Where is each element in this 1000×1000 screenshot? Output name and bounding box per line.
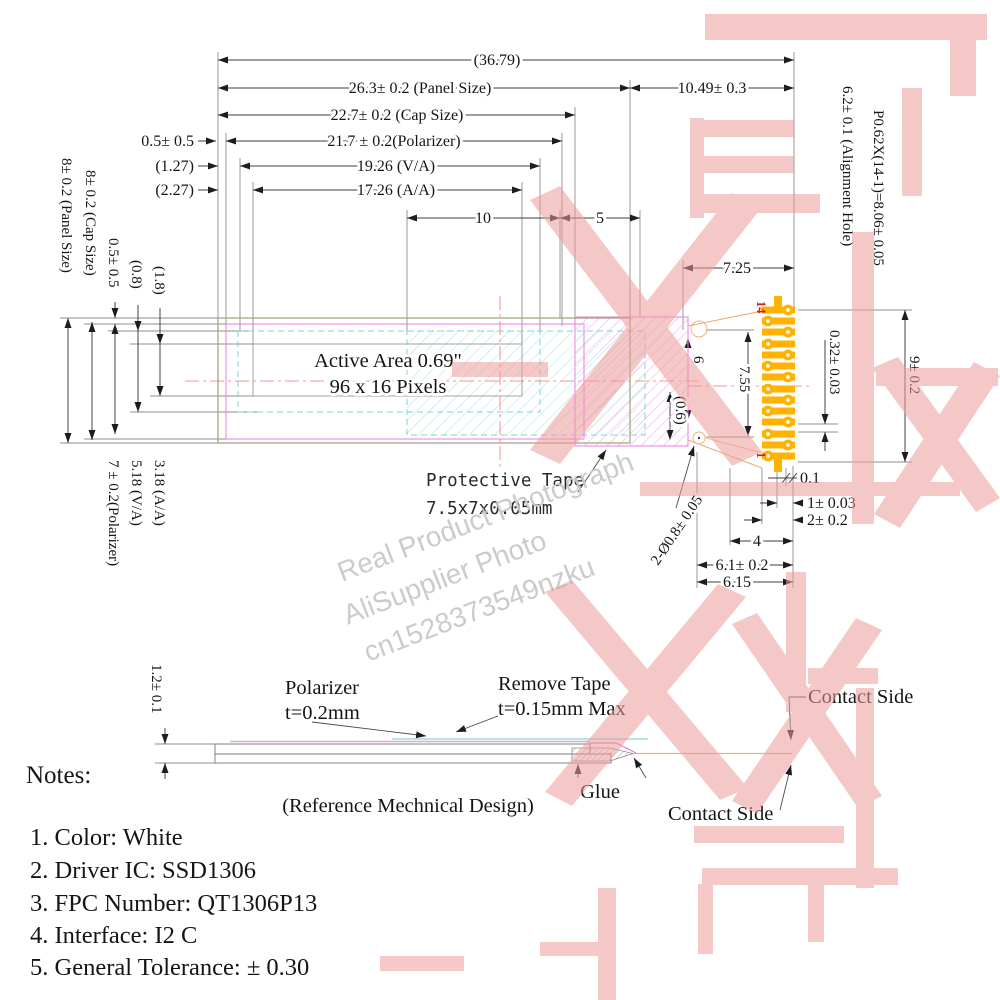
glue-label: Glue <box>580 781 620 803</box>
note-item-4: 4. Interface: I2 C <box>30 922 197 949</box>
note-item-5: 5. General Tolerance: ± 0.30 <box>30 954 309 981</box>
dim-overall-width: (36.79) <box>474 52 521 69</box>
panel-outline <box>217 317 631 444</box>
dim-08: (0.8) <box>128 260 144 289</box>
note-item-3: 3. FPC Number: QT1306P13 <box>30 890 317 917</box>
connector-pins <box>762 296 795 472</box>
glass-bottom-layer <box>214 753 612 764</box>
dim-panel-height: 8± 0.2 (Panel Size) <box>58 158 74 273</box>
dim-61: 6.1± 0.2 <box>716 557 769 574</box>
dim-cap-height: 8± 0.2 (Cap Size) <box>82 170 98 276</box>
dim-offset-127: (1.27) <box>155 158 194 175</box>
protective-tape-note: Protective Tape 7.5x7x0.05mm <box>426 449 607 519</box>
tape-note-line1: Protective Tape <box>426 471 584 491</box>
dim-aa-height: 3.18 (A/A) <box>151 460 167 526</box>
dim-thickness: 1.2± 0.1 <box>148 664 164 713</box>
alignment-hole-top <box>690 320 708 338</box>
hole-leader <box>675 445 695 509</box>
glass-top-layer <box>214 743 591 755</box>
alignment-hole-bottom <box>692 431 706 445</box>
dim-va-width: 19.26 (V/A) <box>357 158 435 175</box>
pin-1-label: 1 <box>754 452 768 458</box>
dim-offset-227: (2.27) <box>155 182 194 199</box>
dim-offset-left: 0.5± 0.5 <box>105 238 121 287</box>
notes-section: Notes: 1. Color: White 2. Driver IC: SSD… <box>26 762 317 981</box>
tape-note-line2: 7.5x7x0.05mm <box>426 499 552 519</box>
polarizer-label-line2: t=0.2mm <box>285 702 360 724</box>
polarizer-label-line1: Polarizer <box>285 677 359 699</box>
dim-offset-top: 0.5± 0.5 <box>141 133 194 150</box>
dim-103: 1± 0.03 <box>807 495 856 512</box>
dim-18: (1.8) <box>151 266 167 295</box>
dim-polarizer-height: 7 ± 0.2(Polarizer) <box>105 460 121 566</box>
dim-tail-width: 10.49± 0.3 <box>678 80 747 97</box>
dim-755: 7.55 <box>736 366 752 392</box>
red-stamp-watermark <box>380 14 1000 1000</box>
remove-tape-label-line2: t=0.15mm Max <box>498 698 626 720</box>
pixel-count-label: 96 x 16 Pixels <box>330 376 447 398</box>
dim-10: 10 <box>475 210 491 227</box>
dim-725: 7.25 <box>723 260 751 277</box>
note-item-1: 1. Color: White <box>30 824 183 851</box>
dim-alignment-hole: 6.2± 0.1 (Alignment Hole) <box>839 86 855 246</box>
dim-aa-width: 17.26 (A/A) <box>357 182 435 199</box>
dim-4: 4 <box>753 533 761 550</box>
dim-202: 2± 0.2 <box>807 512 848 529</box>
dim-polarizer-width: 21.7 ± 0.2(Polarizer) <box>327 133 460 150</box>
notes-heading: Notes: <box>26 762 91 789</box>
dim-pin-pitch: P0.62X(14-1)=8.06± 0.05 <box>870 110 886 266</box>
dim-va-height: 5.18 (V/A) <box>128 460 144 526</box>
dim-5: 5 <box>596 210 604 227</box>
reference-caption: (Reference Mechnical Design) <box>282 795 534 817</box>
active-area-label: Active Area 0.69" <box>314 350 462 372</box>
dim-panel-width: 26.3± 0.2 (Panel Size) <box>349 80 492 97</box>
remove-tape-label-line1: Remove Tape <box>498 673 611 695</box>
dim-615: 6.15 <box>723 574 751 591</box>
note-item-2: 2. Driver IC: SSD1306 <box>30 857 256 884</box>
pin-14-label: 14 <box>754 301 768 314</box>
dim-cap-width: 22.7± 0.2 (Cap Size) <box>331 107 464 124</box>
dim-pin-width: 0.32± 0.03 <box>826 330 842 394</box>
